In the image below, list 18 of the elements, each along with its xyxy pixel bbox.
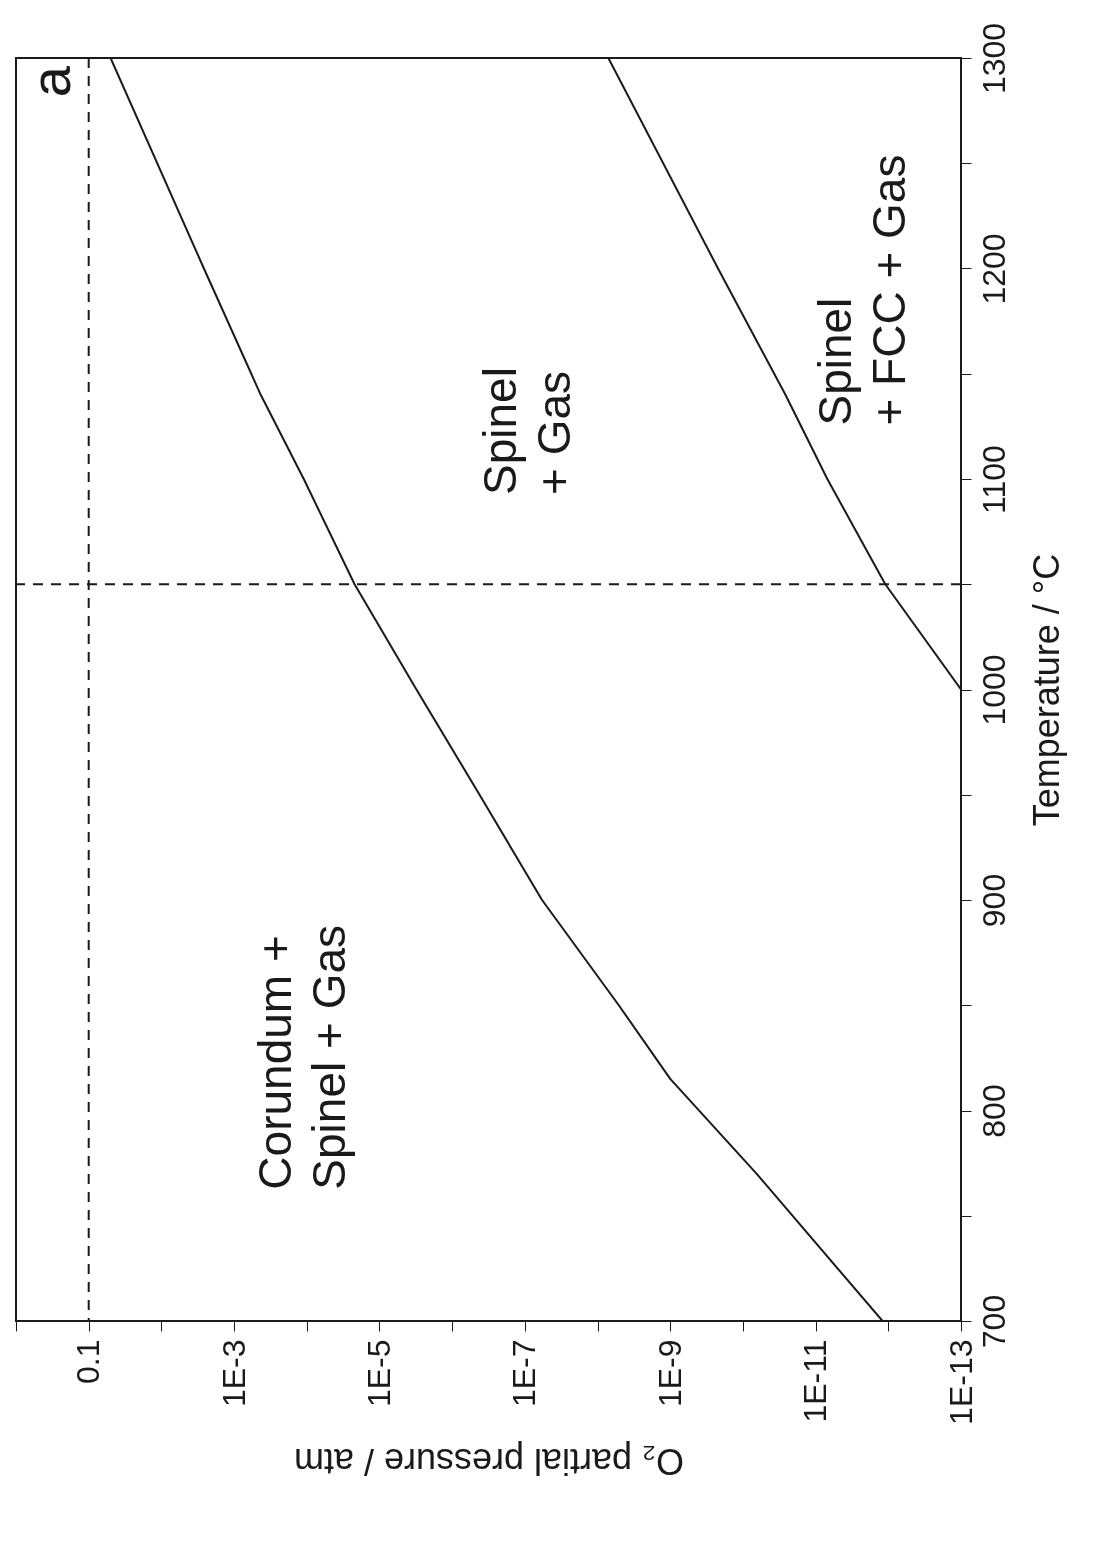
y-tick-label: 900	[975, 873, 1012, 928]
x-tick-label: 1E-3	[215, 1339, 252, 1408]
y-tick-label: 800	[975, 1084, 1012, 1138]
x-tick-label: 1E-9	[651, 1339, 688, 1408]
annotation: Corundum + Spinel + Gas	[249, 924, 356, 1190]
y-tick-label: 1000	[975, 654, 1012, 726]
x-tick-label: 1E-7	[506, 1339, 543, 1408]
y-tick-label: 1200	[975, 233, 1012, 305]
y-tick-label: 1100	[975, 445, 1012, 514]
x-tick-label: 1E-11	[797, 1339, 834, 1423]
y-axis-title: Temperature / °C	[1025, 553, 1067, 827]
annotation: Spinel + FCC + Gas	[808, 154, 915, 426]
x-tick-label: 1E-5	[360, 1339, 397, 1408]
x-axis-title: O₂ partial pressure / atm	[293, 1440, 685, 1482]
x-tick-label: 0.1	[70, 1339, 107, 1384]
annotation: a	[19, 65, 82, 98]
annotation: Spinel + Gas	[473, 367, 580, 495]
y-tick-label: 1300	[975, 22, 1012, 95]
